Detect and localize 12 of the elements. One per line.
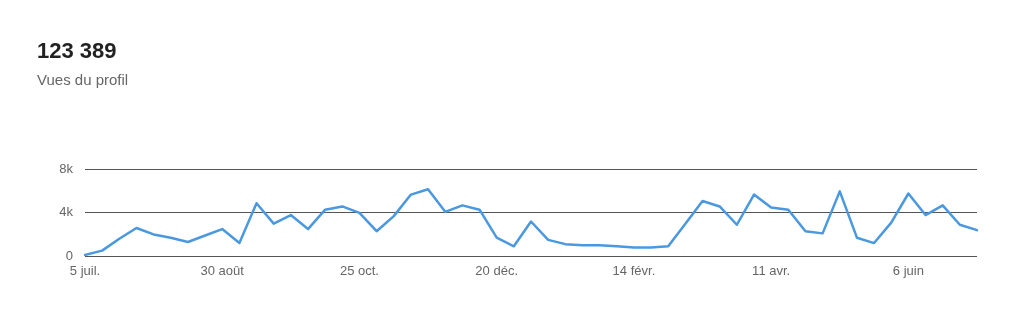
x-tick-label: 5 juil. (69, 263, 101, 279)
x-tick-label: 11 avr. (752, 263, 791, 279)
x-tick-label: 14 févr. (612, 263, 656, 279)
y-tick-label: 0 (65, 247, 73, 263)
x-tick-label: 6 juin (892, 263, 924, 279)
x-tick-label: 25 oct. (339, 263, 379, 279)
chart-title: 123 389 (37, 38, 117, 64)
chart-subtitle: Vues du profil (37, 71, 129, 88)
y-tick-label: 8k (59, 161, 74, 177)
x-tick-label: 30 août (200, 263, 245, 279)
x-tick-label: 20 déc. (475, 263, 519, 279)
y-tick-label: 4k (59, 204, 74, 220)
